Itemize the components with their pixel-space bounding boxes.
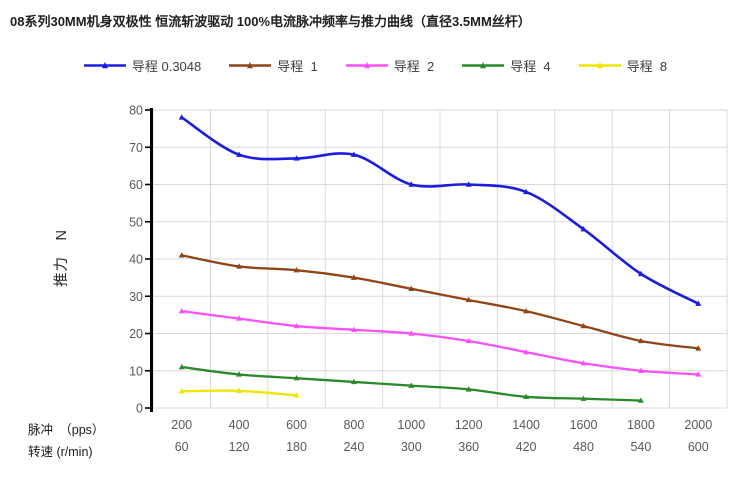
series-marker-2 xyxy=(178,307,185,314)
series-marker-1 xyxy=(465,296,472,303)
series-marker-3 xyxy=(350,378,357,385)
x-tick-label-rpm: 540 xyxy=(630,440,651,454)
series-marker-1 xyxy=(580,322,587,329)
series-marker-1 xyxy=(523,307,530,314)
x-tick-label-rpm: 600 xyxy=(688,440,709,454)
legend-swatch-icon xyxy=(462,62,505,69)
legend-label: 导程 1 xyxy=(277,58,318,74)
x-tick-label-pps: 200 xyxy=(171,418,192,432)
y-tick-label: 60 xyxy=(129,178,143,192)
series-marker-2 xyxy=(350,326,357,332)
legend-item-2: 导程 2 xyxy=(345,56,434,75)
series-line-2 xyxy=(180,310,700,376)
series-marker-0 xyxy=(293,155,300,161)
y-tick-label: 70 xyxy=(129,141,143,155)
x-tick-label-pps: 1000 xyxy=(397,418,425,432)
series-marker-0 xyxy=(178,114,185,120)
series-marker-0 xyxy=(637,270,644,277)
chart-title: 08系列30MM机身双极性 恒流斩波驱动 100%电流脉冲频率与推力曲线（直径3… xyxy=(10,14,531,29)
x-tick-label-rpm: 480 xyxy=(573,440,594,454)
legend-swatch-icon xyxy=(83,62,126,69)
series-marker-4 xyxy=(236,387,243,394)
x-axis-row-label-pps: 脉冲 （pps） xyxy=(28,422,104,437)
series-marker-1 xyxy=(236,263,243,269)
y-tick-label: 80 xyxy=(129,104,143,118)
legend-label: 导程 2 xyxy=(393,58,435,74)
y-tick-label: 0 xyxy=(136,402,143,416)
legend-swatch-icon xyxy=(229,62,272,69)
x-tick-label-rpm: 180 xyxy=(286,440,307,454)
x-tick-label-pps: 1400 xyxy=(512,418,540,432)
series-marker-3 xyxy=(293,375,300,381)
series-marker-3 xyxy=(236,371,243,377)
series-marker-4 xyxy=(293,392,300,398)
y-axis-title: 推力 N xyxy=(53,229,70,287)
x-tick-label-pps: 400 xyxy=(229,418,250,432)
series-marker-3 xyxy=(178,363,185,370)
series-marker-3 xyxy=(408,382,415,388)
series-line-1 xyxy=(180,254,700,350)
legend-label: 导程 0.3048 xyxy=(131,58,202,74)
x-tick-label-rpm: 60 xyxy=(175,440,189,454)
series-marker-4 xyxy=(178,388,185,394)
x-tick-label-rpm: 300 xyxy=(401,440,422,454)
legend-label: 导程 4 xyxy=(510,58,551,74)
y-tick-label: 30 xyxy=(129,290,143,304)
y-tick-label: 40 xyxy=(129,253,143,267)
x-tick-label-pps: 600 xyxy=(286,418,307,432)
x-tick-label-pps: 1800 xyxy=(627,418,655,432)
series-marker-3 xyxy=(637,397,644,403)
y-tick-label: 20 xyxy=(129,327,143,341)
series-marker-0 xyxy=(465,181,472,187)
x-tick-label-rpm: 240 xyxy=(343,440,364,454)
legend-item-0: 导程 0.3048 xyxy=(83,56,201,75)
series-marker-0 xyxy=(695,300,702,306)
legend-label: 导程 8 xyxy=(626,58,668,74)
series-marker-1 xyxy=(637,337,644,344)
series-marker-1 xyxy=(695,345,702,351)
legend-item-4: 导程 8 xyxy=(578,56,667,75)
series-marker-2 xyxy=(580,360,587,366)
series-marker-1 xyxy=(350,274,357,280)
legend: 导程 0.3048 导程 1 导程 2 导程 4 导程 8 xyxy=(0,53,750,77)
x-tick-label-pps: 2000 xyxy=(684,418,712,432)
legend-swatch-icon xyxy=(345,62,388,69)
series-marker-2 xyxy=(695,371,702,377)
series-marker-2 xyxy=(637,367,644,373)
series-marker-2 xyxy=(293,322,300,329)
series-marker-0 xyxy=(523,188,530,195)
y-tick-label: 50 xyxy=(129,215,143,229)
series-marker-0 xyxy=(236,151,243,157)
series-marker-3 xyxy=(465,386,472,392)
series-marker-3 xyxy=(580,395,587,401)
x-tick-label-rpm: 120 xyxy=(229,440,250,454)
y-tick-label: 10 xyxy=(129,364,143,378)
series-marker-1 xyxy=(408,285,415,291)
series-marker-2 xyxy=(523,348,530,355)
legend-swatch-icon xyxy=(578,62,621,69)
series-marker-2 xyxy=(408,330,415,336)
x-tick-label-pps: 800 xyxy=(343,418,364,432)
series-marker-1 xyxy=(178,252,185,258)
x-tick-label-pps: 1600 xyxy=(570,418,598,432)
series-marker-3 xyxy=(523,393,530,400)
series-marker-0 xyxy=(408,181,415,187)
series-line-0 xyxy=(180,116,700,305)
series-marker-2 xyxy=(465,337,472,344)
x-tick-label-rpm: 360 xyxy=(458,440,479,454)
legend-item-3: 导程 4 xyxy=(461,56,551,75)
x-tick-label-pps: 1200 xyxy=(455,418,483,432)
x-axis-row-label-rpm: 转速 (r/min) xyxy=(28,444,93,459)
x-tick-label-rpm: 420 xyxy=(516,440,537,454)
series-marker-0 xyxy=(580,226,587,232)
series-marker-1 xyxy=(293,266,300,273)
series-marker-2 xyxy=(236,315,243,321)
legend-item-1: 导程 1 xyxy=(228,56,318,75)
series-marker-0 xyxy=(350,151,357,157)
